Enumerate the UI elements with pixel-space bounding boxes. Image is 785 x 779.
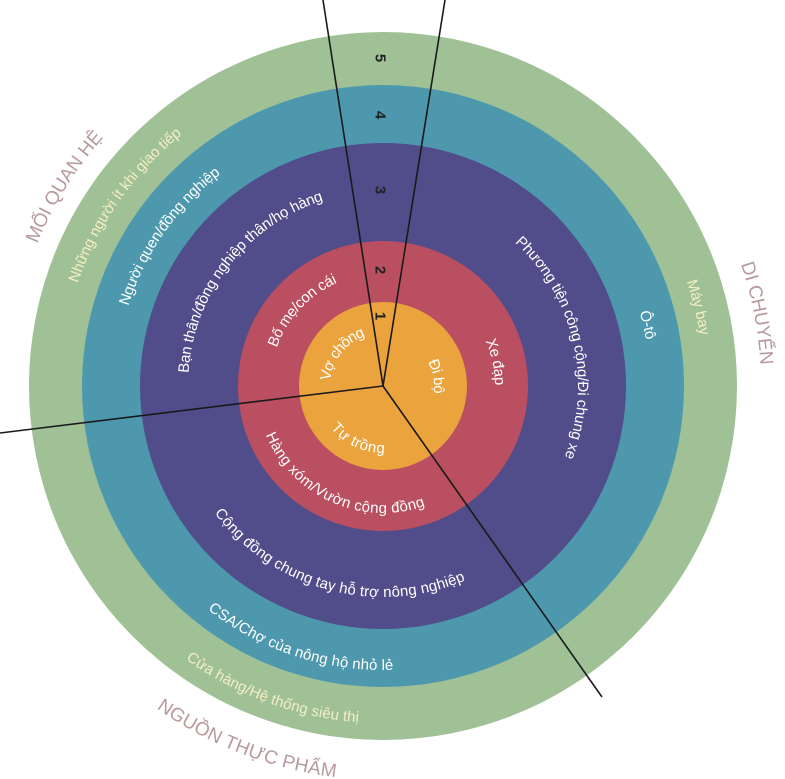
transport-label-level-4-text: Ô-tô bbox=[636, 309, 659, 341]
level-number-1: 1 bbox=[372, 312, 389, 320]
divider-line bbox=[0, 385, 384, 434]
divider-line bbox=[322, 0, 384, 387]
category-transport-text: DI CHUYỂN bbox=[737, 259, 777, 365]
level-number-5: 5 bbox=[372, 54, 389, 62]
divider-line bbox=[382, 0, 446, 387]
divider-line bbox=[382, 385, 603, 698]
section-dividers bbox=[0, 0, 603, 698]
category-transport: DI CHUYỂN bbox=[737, 259, 777, 365]
level-number-2: 2 bbox=[372, 266, 389, 274]
level-numbers: 1 2 3 4 5 bbox=[372, 54, 389, 320]
level-number-4: 4 bbox=[372, 111, 389, 120]
transport-label-level-4: Ô-tô bbox=[636, 309, 659, 341]
level-number-3: 3 bbox=[372, 186, 389, 194]
